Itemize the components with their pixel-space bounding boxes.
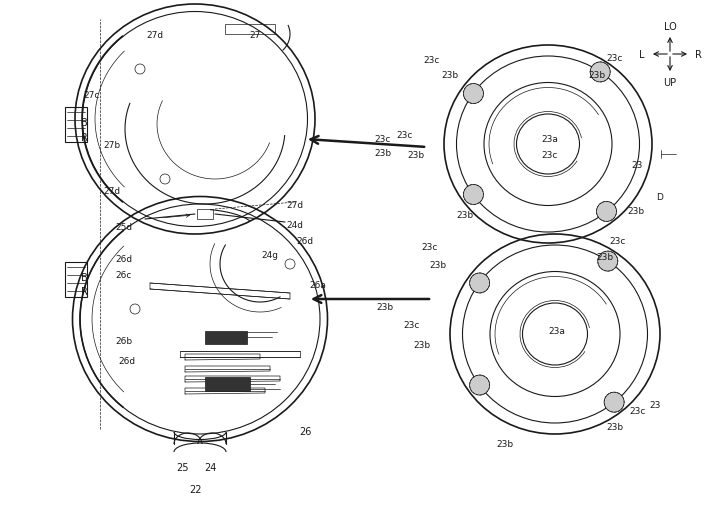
Text: 22: 22 [189,484,202,494]
Circle shape [596,202,616,222]
Text: 23b: 23b [377,303,394,312]
Text: D: D [657,193,663,202]
Text: 27d: 27d [287,200,304,209]
Circle shape [604,392,624,412]
Text: B: B [81,272,88,282]
Circle shape [464,185,483,205]
Text: 23b: 23b [456,210,474,219]
Text: 26: 26 [299,426,311,436]
Text: 23c: 23c [397,130,413,139]
Text: 23c: 23c [422,243,438,252]
Text: 27c: 27c [84,90,100,99]
Text: 23b: 23b [441,70,459,79]
Text: 24: 24 [204,462,216,472]
Text: 27: 27 [249,31,261,39]
Bar [65,107,87,142]
Text: 23: 23 [649,400,661,409]
Text: 26c: 26c [116,270,132,279]
Text: 26d: 26d [297,237,314,246]
Text: 25: 25 [176,462,188,472]
Text: 24d: 24d [287,220,304,229]
Text: 27d: 27d [103,187,120,196]
Text: 23c: 23c [610,237,626,246]
Bar [197,210,213,219]
Text: R: R [81,287,88,296]
Text: L: L [639,50,644,60]
Circle shape [469,273,490,293]
Text: 26a: 26a [310,280,326,289]
Text: 25d: 25d [115,223,132,232]
Text: 23c: 23c [404,320,420,329]
Text: 26d: 26d [115,255,132,264]
Text: 23a: 23a [549,327,565,336]
Text: 23b: 23b [374,149,392,158]
Text: 27d: 27d [146,31,163,39]
Circle shape [464,84,483,104]
Text: 23c: 23c [630,407,646,416]
Text: LO: LO [664,22,676,32]
Text: 23c: 23c [607,53,624,63]
Bar [205,331,247,344]
Bar [205,377,250,391]
Circle shape [598,251,618,272]
Text: 26d: 26d [118,357,135,366]
Circle shape [590,63,610,83]
Text: B: B [81,118,88,128]
Bar [65,262,87,297]
Bar [225,25,275,35]
Text: 23b: 23b [496,440,513,448]
Circle shape [469,375,490,395]
Text: 26b: 26b [115,337,132,346]
Text: 23b: 23b [407,150,424,159]
Text: 23b: 23b [596,253,613,262]
Text: 23: 23 [631,160,643,169]
Text: 23b: 23b [627,207,644,216]
Text: 23c: 23c [424,55,440,64]
Text: 23c: 23c [375,135,391,144]
Text: 23b: 23b [413,340,430,349]
Text: 23c: 23c [542,150,558,159]
Text: 24g: 24g [261,250,279,259]
Text: 23b: 23b [429,260,446,269]
Text: 23b: 23b [588,70,606,79]
Text: R: R [81,133,88,143]
Text: 27b: 27b [103,140,120,149]
Text: R: R [695,50,701,60]
Text: 23a: 23a [541,135,559,144]
Text: 23b: 23b [606,422,624,432]
Text: UP: UP [663,78,677,88]
